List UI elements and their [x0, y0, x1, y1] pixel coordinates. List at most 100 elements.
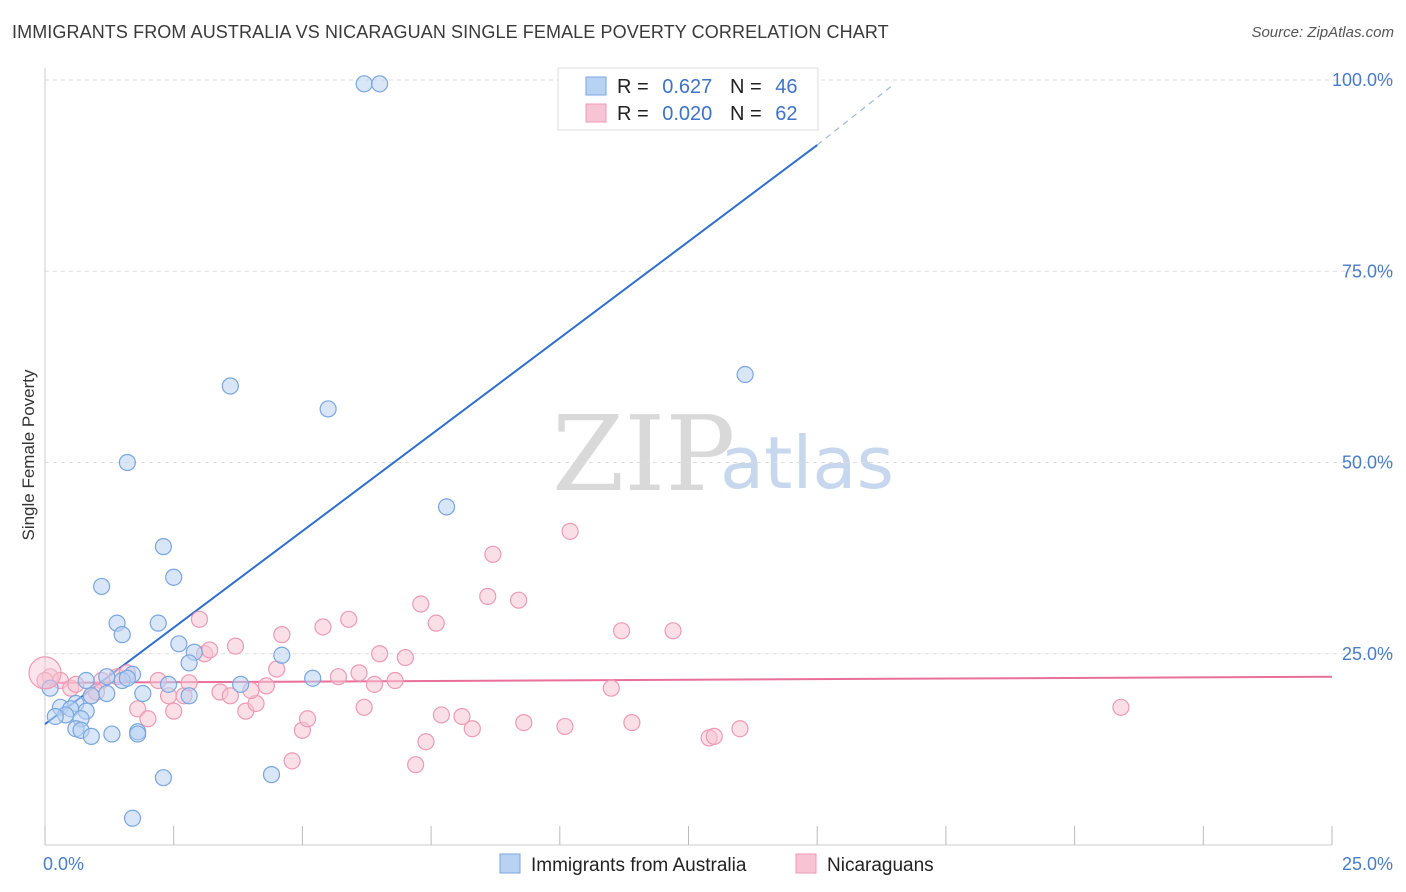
svg-text:N = 46: N = 46 [730, 76, 798, 98]
point-blue-5 [118, 453, 136, 472]
point-pink-9 [139, 710, 157, 728]
legend-n-label-1: N = [730, 76, 762, 98]
point-pink-35 [386, 671, 404, 690]
point-pink-41 [432, 706, 450, 724]
point-pink-30 [340, 610, 358, 628]
legend-r-value-2: 0.020 [662, 103, 712, 125]
point-pink-36 [396, 648, 414, 667]
point-blue-43 [262, 766, 281, 784]
y-tick-label-1: 50.0% [1342, 453, 1393, 473]
point-pink-57 [1112, 698, 1130, 716]
y-tick-label-0: 25.0% [1342, 644, 1393, 664]
point-blue-26 [134, 684, 152, 703]
y-axis-label: Single Female Poverty [19, 369, 38, 541]
point-pink-24 [273, 626, 291, 644]
point-blue-1 [371, 75, 389, 93]
point-blue-27 [180, 687, 198, 705]
point-blue-2 [736, 365, 754, 384]
legend-n-value-2: 62 [775, 103, 797, 125]
point-pink-42 [453, 707, 471, 726]
point-blue-44 [154, 769, 173, 787]
series-legend-label-1: Immigrants from Australia [531, 855, 747, 876]
point-pink-38 [412, 595, 430, 613]
point-pink-12 [165, 702, 183, 720]
legend-r-value-1: 0.627 [662, 76, 712, 98]
axes [44, 68, 1333, 846]
point-pink-16 [201, 641, 219, 659]
series-legend: Immigrants from Australia Nicaraguans [499, 853, 934, 876]
point-blue-35 [46, 707, 64, 726]
trend-line-blue [44, 144, 818, 725]
point-blue-29 [98, 684, 116, 703]
point-pink-31 [350, 664, 368, 682]
point-blue-6 [437, 498, 456, 516]
point-pink-47 [515, 713, 533, 732]
svg-text:R = 0.020: R = 0.020 [617, 103, 712, 125]
chart-title: IMMIGRANTS FROM AUSTRALIA VS NICARAGUAN … [12, 22, 889, 42]
point-pink-45 [479, 587, 497, 605]
point-blue-45 [123, 809, 142, 827]
source-credit: Source: ZipAtlas.com [1251, 24, 1394, 41]
point-pink-37 [407, 756, 425, 774]
point-pink-33 [365, 675, 384, 693]
point-blue-11 [149, 614, 167, 632]
point-blue-15 [180, 654, 198, 672]
series-legend-swatch-pink [795, 853, 817, 874]
point-pink-28 [314, 618, 332, 636]
stats-legend: R = 0.627 N = 46 R = 0.020 N = 62 [557, 67, 819, 131]
gridlines [45, 79, 1395, 655]
point-pink-29 [329, 668, 348, 686]
point-pink-48 [561, 522, 579, 540]
point-pink-27 [298, 710, 317, 728]
point-pink-44 [484, 545, 502, 563]
point-pink-40 [427, 614, 445, 632]
trend-line-blue-extension [816, 83, 895, 146]
point-blue-22 [304, 669, 322, 687]
point-pink-34 [371, 645, 389, 663]
point-blue-42 [129, 725, 147, 743]
y-tick-label-2: 75.0% [1342, 261, 1393, 281]
legend-n-value-1: 46 [775, 76, 797, 98]
point-pink-49 [556, 717, 574, 736]
point-pink-39 [417, 733, 435, 751]
point-blue-9 [93, 577, 111, 596]
y-tick-label-3: 100.0% [1332, 70, 1393, 90]
point-blue-20 [118, 669, 136, 687]
point-pink-50 [602, 679, 620, 697]
legend-n-label-2: N = [730, 103, 762, 125]
svg-text:N = 62: N = 62 [730, 103, 798, 125]
point-pink-25 [283, 752, 301, 770]
legend-r-label-1: R = [617, 76, 649, 98]
point-pink-56 [731, 720, 749, 738]
point-blue-0 [355, 75, 373, 93]
point-pink-32 [355, 698, 373, 716]
point-blue-8 [165, 568, 183, 586]
point-blue-16 [273, 646, 291, 664]
point-blue-12 [113, 626, 131, 644]
x-tick-label-0: 0.0% [43, 854, 84, 874]
point-pink-46 [510, 591, 528, 609]
tick-labels: 25.0% 50.0% 75.0% 100.0% 0.0% 25.0% [43, 70, 1393, 874]
legend-swatch-blue [585, 76, 607, 96]
watermark-zip: ZIP [552, 393, 735, 515]
point-blue-18 [98, 668, 116, 686]
point-pink-8 [129, 700, 147, 718]
legend-swatch-pink [585, 103, 607, 123]
point-pink-18 [221, 687, 239, 705]
point-blue-23 [159, 675, 178, 693]
point-blue-3 [221, 377, 239, 395]
point-pink-19 [226, 637, 245, 655]
point-blue-21 [232, 675, 250, 693]
point-pink-51 [612, 622, 631, 640]
point-blue-40 [82, 727, 100, 745]
point-pink-14 [190, 610, 209, 628]
point-blue-28 [82, 687, 100, 705]
point-pink-52 [623, 713, 641, 732]
svg-text:R = 0.627: R = 0.627 [617, 76, 712, 98]
point-pink-22 [257, 677, 275, 695]
data-points [28, 75, 1130, 827]
point-pink-large [28, 656, 62, 690]
point-blue-13 [170, 635, 188, 653]
point-blue-39 [103, 725, 121, 743]
